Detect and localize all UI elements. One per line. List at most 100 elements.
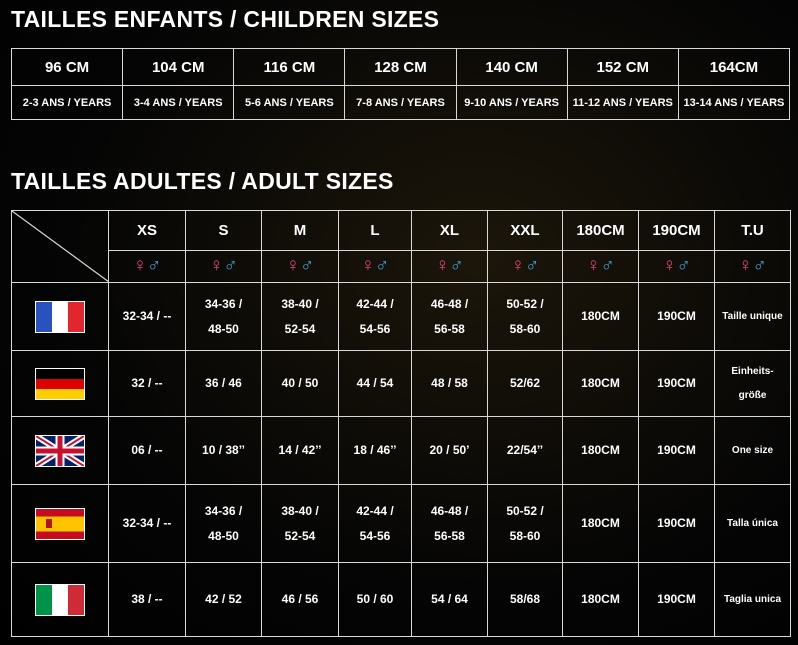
size-header: XL <box>411 210 488 251</box>
adult-table: XS S M L XL XXL 180CM 190CM T.U ♀♂ ♀♂ ♀♂ ♀♂ ♀♂ ♀♂ ♀♂ ♀♂… <box>11 210 791 637</box>
size-cell: 32-34 / -- <box>108 484 186 563</box>
cell-line: 46-48 / <box>430 503 469 518</box>
size-cell: 180CM <box>562 350 639 417</box>
size-cell: 32 / -- <box>108 350 186 417</box>
country-row: 38 / -- 42 / 52 46 / 56 50 / 60 54 / 64 58/68… <box>11 562 791 637</box>
male-symbol: ♂ <box>449 254 464 276</box>
diagonal <box>12 211 109 282</box>
size-cell: 128 CM <box>344 48 457 86</box>
size-cell: 190CM <box>638 562 715 637</box>
country-row: 32-34 / -- 34-36 / 48-50 38-40 / 52-54 42-44 … <box>11 484 791 563</box>
cell-line: 58-60 <box>509 321 541 336</box>
size-cell: 50-52 / 58-60 <box>487 484 563 563</box>
country-row: 32 / -- 36 / 46 40 / 50 44 / 54 48 / 58 52/62… <box>11 350 791 417</box>
male-symbol: ♂ <box>375 254 390 276</box>
size-cell: 46-48 / 56-58 <box>411 282 488 351</box>
size-cell: 140 CM <box>455 48 568 86</box>
size-cell: Taglia unica <box>714 562 791 637</box>
gender-cell: ♀♂ <box>261 249 339 284</box>
male-symbol: ♂ <box>223 254 238 276</box>
gender-cell: ♀♂ <box>338 249 412 284</box>
size-cell: 42-44 / 54-56 <box>338 484 412 563</box>
size-cell: 42 / 52 <box>185 562 262 637</box>
size-cell: 46-48 / 56-58 <box>411 484 488 563</box>
size-cell: 54 / 64 <box>411 562 488 637</box>
cell-line: 56-58 <box>434 528 465 543</box>
age-cell: 11-12 ANS / YEARS <box>566 85 679 120</box>
size-cell: 190CM <box>638 282 715 351</box>
size-cell: 38-40 / 52-54 <box>261 282 339 351</box>
size-cell: 34-36 / 48-50 <box>185 282 262 351</box>
size-cell: 50-52 / 58-60 <box>487 282 563 351</box>
header-row: XS S M L XL XXL 180CM 190CM T.U <box>11 210 791 283</box>
size-cell: 180CM <box>562 282 639 351</box>
cell-line: 34-36 / <box>204 296 243 311</box>
cell-line: Einheits- <box>731 365 774 377</box>
age-cell: 9-10 ANS / YEARS <box>455 85 568 120</box>
flag-cell <box>11 350 109 417</box>
size-header: S <box>185 210 262 251</box>
size-cell: 190CM <box>638 416 715 485</box>
female-symbol: ♀ <box>435 254 450 276</box>
size-row: 96 CM 104 CM 116 CM 128 CM 140 CM 152 CM 164CM <box>10 48 791 86</box>
size-cell: 06 / -- <box>108 416 186 485</box>
country-row: 32-34 / -- 34-36 / 48-50 38-40 / 52-54 42-44 … <box>11 282 791 351</box>
cell-line: 50-52 / <box>506 296 544 311</box>
female-symbol: ♀ <box>360 254 375 276</box>
flag <box>35 507 85 540</box>
size-cell: 180CM <box>562 484 639 563</box>
size-cell: 18 / 46’’ <box>338 416 412 485</box>
size-cell: 190CM <box>638 484 715 563</box>
size-cell: 180CM <box>562 562 639 637</box>
gender-cell: ♀♂ <box>411 249 488 284</box>
flag <box>35 583 85 616</box>
cell-line: 34-36 / <box>204 503 243 518</box>
size-cell: 38-40 / 52-54 <box>261 484 339 563</box>
size-cell: 20 / 50’ <box>411 416 488 485</box>
size-header: T.U <box>714 210 791 251</box>
flag <box>35 300 85 333</box>
cell-line: größe <box>738 389 767 401</box>
size-cell: 116 CM <box>233 48 346 86</box>
size-header: 180CM <box>562 210 639 251</box>
size-header: L <box>338 210 412 251</box>
age-cell: 3-4 ANS / YEARS <box>122 85 235 120</box>
size-cell: 44 / 54 <box>338 350 412 417</box>
cell-line: 52-54 <box>284 321 316 336</box>
cell-line: 54-56 <box>359 321 391 336</box>
size-cell: 58/68 <box>487 562 563 637</box>
female-symbol: ♀ <box>285 254 300 276</box>
size-cell: 104 CM <box>122 48 235 86</box>
cell-line: 38-40 / <box>281 503 319 518</box>
gender-cell: ♀♂ <box>714 249 791 284</box>
cell-line: 38-40 / <box>281 296 319 311</box>
age-row: 2-3 ANS / YEARS 3-4 ANS / YEARS 5-6 ANS / … <box>10 85 791 120</box>
size-cell: 46 / 56 <box>261 562 339 637</box>
cell-line: 50-52 / <box>506 503 544 518</box>
cell-line: 48-50 <box>208 321 239 336</box>
size-cell: Taille unique <box>714 282 791 351</box>
gender-row: ♀♂ ♀♂ ♀♂ ♀♂ ♀♂ ♀♂ ♀♂ ♀♂ ♀♂ <box>12 249 791 284</box>
female-symbol: ♀ <box>132 254 147 276</box>
flag-cell <box>11 416 109 485</box>
size-cell: 190CM <box>638 350 715 417</box>
female-symbol: ♀ <box>209 254 224 276</box>
children-title: TAILLES ENFANTS / CHILDREN SIZES <box>11 6 440 32</box>
flag-cell <box>11 484 109 563</box>
gender-cell: ♀♂ <box>108 249 186 284</box>
size-header: XS <box>108 210 186 251</box>
size-cell: 38 / -- <box>108 562 186 637</box>
size-cell: 48 / 58 <box>411 350 488 417</box>
size-cell: 52/62 <box>487 350 563 417</box>
female-symbol: ♀ <box>510 254 525 276</box>
size-cell: 10 / 38’’ <box>185 416 262 485</box>
size-cell: 50 / 60 <box>338 562 412 637</box>
flag-cell <box>11 562 109 637</box>
size-cell: Talla única <box>714 484 791 563</box>
size-header: XXL <box>487 210 563 251</box>
country-row: 06 / -- 10 / 38’’ 14 / 42’’ 18 / 46’’ 20 / 5… <box>11 416 791 485</box>
size-cell: 32-34 / -- <box>108 282 186 351</box>
age-cell: 2-3 ANS / YEARS <box>10 85 124 120</box>
flag <box>35 434 85 467</box>
